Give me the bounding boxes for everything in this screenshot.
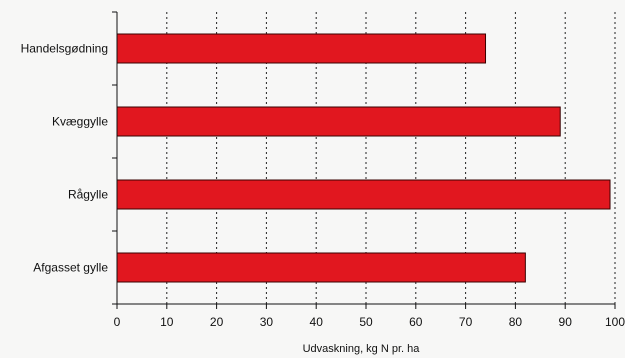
bar-1 (116, 33, 487, 64)
x-tick-label: 0 (114, 315, 121, 329)
bar-2 (116, 106, 561, 137)
x-tick-label: 30 (260, 315, 274, 329)
x-tick-label: 10 (160, 315, 174, 329)
x-tick-label: 50 (359, 315, 373, 329)
category-label: Handelsgødning (21, 42, 108, 56)
category-label: Kvæggylle (52, 115, 108, 129)
category-label: Afgasset gylle (33, 261, 108, 275)
x-tick-label: 80 (509, 315, 523, 329)
x-tick-label: 90 (559, 315, 573, 329)
x-tick-label: 40 (310, 315, 324, 329)
x-tick-label: 20 (210, 315, 224, 329)
category-label: Rågylle (68, 188, 108, 202)
bar-4 (116, 252, 526, 283)
x-tick-label: 70 (459, 315, 473, 329)
x-tick-label: 60 (409, 315, 423, 329)
x-axis-title: Udvaskning, kg N pr. ha (303, 343, 421, 355)
x-tick-label: 100 (605, 315, 625, 329)
bar-3 (116, 179, 611, 210)
